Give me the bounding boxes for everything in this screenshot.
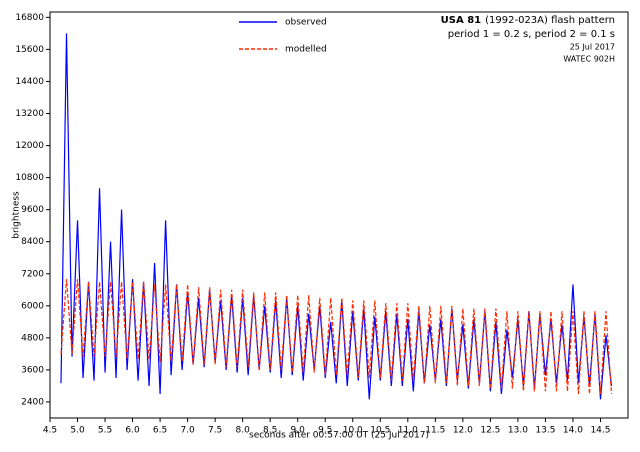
x-tick-label: 14.0 <box>563 426 583 436</box>
x-tick-label: 5.5 <box>98 426 112 436</box>
x-tick-label: 6.5 <box>153 426 167 436</box>
legend-label: observed <box>285 18 327 28</box>
x-tick-label: 8.0 <box>236 426 251 436</box>
chart-title: USA 81 (1992-023A) flash pattern <box>441 15 615 26</box>
x-tick-label: 12.0 <box>453 426 473 436</box>
annotation: WATEC 902H <box>563 55 615 64</box>
x-tick-label: 7.0 <box>180 426 195 436</box>
y-tick-label: 12000 <box>15 141 44 151</box>
x-tick-label: 13.0 <box>508 426 528 436</box>
x-tick-label: 14.5 <box>590 426 610 436</box>
y-tick-label: 2400 <box>21 397 44 407</box>
annotation: period 1 = 0.2 s, period 2 = 0.1 s <box>448 29 615 40</box>
x-tick-label: 9.0 <box>291 426 306 436</box>
x-axis-label: seconds after 00:57:00 UT (25 Jul 2017) <box>249 431 429 441</box>
x-tick-label: 9.5 <box>318 426 332 436</box>
title-rest: (1992-023A) flash pattern <box>485 15 615 26</box>
y-tick-label: 10800 <box>15 173 44 183</box>
y-tick-label: 4800 <box>21 333 44 343</box>
y-axis-label: brightness <box>12 191 22 239</box>
x-tick-label: 7.5 <box>208 426 222 436</box>
x-tick-label: 12.5 <box>480 426 500 436</box>
title-bold: USA 81 <box>441 15 482 26</box>
y-tick-label: 6000 <box>21 301 44 311</box>
y-tick-label: 13200 <box>15 109 44 119</box>
plot-frame <box>49 11 629 419</box>
y-tick-label: 9600 <box>21 205 44 215</box>
x-tick-label: 5.0 <box>70 426 85 436</box>
x-tick-label: 10.5 <box>370 426 390 436</box>
y-tick-label: 15600 <box>15 45 44 55</box>
x-tick-label: 11.0 <box>398 426 418 436</box>
y-tick-label: 14400 <box>15 77 44 87</box>
y-tick-label: 3600 <box>21 365 44 375</box>
x-tick-label: 11.5 <box>425 426 445 436</box>
x-tick-label: 8.5 <box>263 426 277 436</box>
x-tick-label: 10.0 <box>343 426 363 436</box>
y-tick-label: 16800 <box>15 13 44 23</box>
y-tick-label: 8400 <box>21 237 44 247</box>
annotation: 25 Jul 2017 <box>570 43 615 52</box>
x-tick-label: 4.5 <box>43 426 57 436</box>
y-tick-label: 7200 <box>21 269 44 279</box>
x-tick-label: 13.5 <box>535 426 555 436</box>
x-tick-label: 6.0 <box>125 426 140 436</box>
legend-label: modelled <box>285 45 327 55</box>
